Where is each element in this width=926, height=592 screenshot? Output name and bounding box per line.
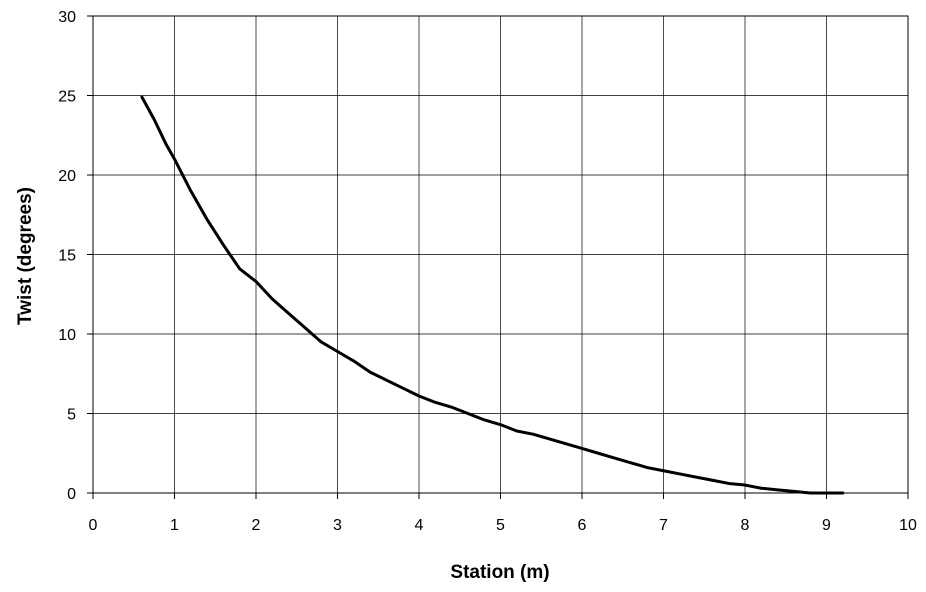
x-tick-label: 8 — [741, 517, 750, 534]
axis-ticks: 0 1 2 3 4 5 6 7 8 9 10 0 5 10 15 20 25 30 — [58, 9, 917, 534]
y-axis-title: Twist (degrees) — [15, 187, 36, 325]
x-tick-label: 10 — [899, 517, 917, 534]
series-line — [140, 95, 845, 495]
x-tick-label: 5 — [496, 517, 505, 534]
x-tick-label: 4 — [415, 517, 424, 534]
x-tick-label: 6 — [578, 517, 587, 534]
x-axis-title: Station (m) — [450, 562, 549, 583]
y-tick-label: 30 — [58, 9, 76, 26]
y-tick-label: 20 — [58, 168, 76, 185]
series-layer — [140, 95, 845, 495]
y-tick-label: 0 — [67, 486, 76, 503]
y-tick-label: 10 — [58, 327, 76, 344]
x-tick-label: 2 — [252, 517, 261, 534]
x-tick-label: 7 — [659, 517, 668, 534]
x-tick-label: 9 — [822, 517, 831, 534]
y-tick-label: 25 — [58, 89, 76, 106]
x-tick-label: 1 — [170, 517, 179, 534]
y-tick-label: 15 — [58, 248, 76, 265]
y-tick-label: 5 — [67, 407, 76, 424]
grid — [93, 16, 908, 493]
x-tick-label: 0 — [89, 517, 98, 534]
x-tick-label: 3 — [333, 517, 342, 534]
